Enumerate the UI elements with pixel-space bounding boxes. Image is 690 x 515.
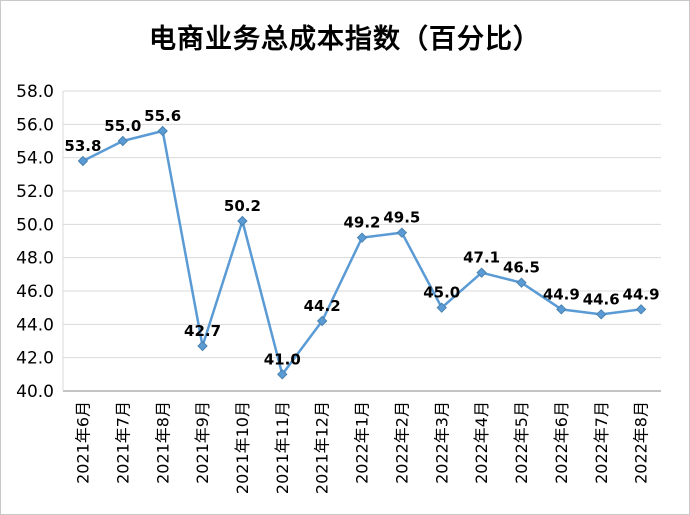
data-point-label: 44.6: [583, 290, 620, 308]
x-tick-label: 2022年6月: [552, 401, 571, 484]
x-tick-label: 2022年1月: [353, 401, 372, 484]
data-point-marker: [77, 155, 89, 167]
y-tick-label: 52.0: [16, 182, 54, 202]
data-point-label: 41.0: [264, 350, 301, 368]
series-line: [82, 129, 642, 376]
data-point-label: 49.2: [343, 214, 380, 232]
data-point-marker: [316, 315, 328, 327]
data-point-label: 44.9: [623, 285, 660, 303]
x-tick-label: 2022年4月: [472, 401, 491, 484]
x-tick-label: 2022年7月: [592, 401, 611, 484]
data-point-label: 53.8: [64, 137, 101, 155]
y-tick-label: 50.0: [16, 215, 54, 235]
data-point-marker: [436, 302, 447, 313]
data-point-marker: [595, 309, 607, 320]
x-tick-label: 2021年12月: [313, 401, 332, 494]
data-point-label: 55.6: [144, 107, 181, 125]
x-tick-label: 2022年8月: [632, 401, 651, 484]
data-point-label: 49.5: [383, 209, 420, 227]
data-point-label: 44.9: [543, 285, 580, 303]
data-point-marker: [396, 227, 408, 238]
x-tick-label: 2021年9月: [193, 401, 212, 484]
x-tick-label: 2021年11月: [273, 401, 292, 494]
data-point-marker: [197, 340, 208, 352]
x-tick-label: 2021年6月: [74, 401, 93, 484]
y-tick-label: 48.0: [16, 249, 54, 269]
data-point-label: 55.0: [104, 117, 141, 135]
data-point-label: 47.1: [463, 249, 500, 267]
y-tick-label: 58.0: [16, 82, 54, 102]
y-tick-label: 44.0: [16, 315, 54, 335]
y-tick-label: 40.0: [16, 382, 54, 402]
data-point-label: 46.5: [503, 259, 540, 277]
y-tick-label: 46.0: [16, 282, 54, 302]
x-tick-label: 2021年8月: [153, 401, 172, 484]
x-tick-label: 2021年7月: [113, 401, 132, 484]
data-point-marker: [476, 267, 487, 278]
data-point-label: 45.0: [423, 284, 460, 302]
data-point-marker: [157, 125, 168, 137]
y-tick-label: 54.0: [16, 149, 54, 169]
data-point-marker: [237, 215, 248, 227]
x-tick-label: 2022年2月: [392, 401, 411, 484]
x-tick-label: 2022年5月: [512, 401, 531, 484]
y-tick-label: 42.0: [16, 349, 54, 369]
data-point-marker: [117, 135, 129, 147]
data-point-marker: [635, 304, 647, 315]
data-point-marker: [277, 369, 288, 380]
line-chart-canvas: 40.0 42.0 44.0 46.0 48.0 50.0 52.0 54.0 56.0 58.0…: [16, 82, 661, 494]
y-tick-label: 56.0: [16, 115, 54, 135]
data-point-label: 44.2: [304, 297, 341, 315]
x-tick-label: 2022年3月: [432, 401, 451, 484]
data-point-label: 50.2: [224, 197, 261, 215]
data-point-marker: [356, 232, 368, 243]
data-point-marker: [516, 277, 527, 288]
data-point-label: 42.7: [184, 322, 221, 340]
chart-title: 电商业务总成本指数（百分比）: [149, 24, 541, 55]
data-point-marker: [556, 304, 567, 315]
x-tick-label: 2021年10月: [233, 401, 252, 494]
